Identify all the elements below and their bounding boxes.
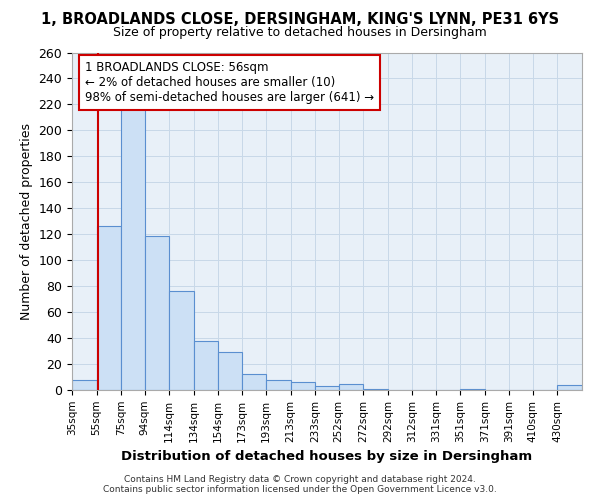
Bar bbox=[557, 385, 582, 390]
Bar bbox=[121, 107, 145, 390]
Text: 1, BROADLANDS CLOSE, DERSINGHAM, KING'S LYNN, PE31 6YS: 1, BROADLANDS CLOSE, DERSINGHAM, KING'S … bbox=[41, 12, 559, 28]
Bar bbox=[72, 380, 97, 390]
Bar bbox=[194, 340, 218, 390]
Text: Contains HM Land Registry data © Crown copyright and database right 2024.
Contai: Contains HM Land Registry data © Crown c… bbox=[103, 474, 497, 494]
Y-axis label: Number of detached properties: Number of detached properties bbox=[20, 122, 33, 320]
Bar bbox=[169, 292, 194, 390]
Bar bbox=[460, 388, 485, 390]
Bar bbox=[145, 236, 169, 390]
Bar bbox=[97, 226, 121, 390]
Text: 1 BROADLANDS CLOSE: 56sqm
← 2% of detached houses are smaller (10)
98% of semi-d: 1 BROADLANDS CLOSE: 56sqm ← 2% of detach… bbox=[85, 61, 374, 104]
Text: Size of property relative to detached houses in Dersingham: Size of property relative to detached ho… bbox=[113, 26, 487, 39]
Bar bbox=[266, 380, 291, 390]
Bar bbox=[218, 352, 242, 390]
Bar bbox=[363, 388, 388, 390]
X-axis label: Distribution of detached houses by size in Dersingham: Distribution of detached houses by size … bbox=[121, 450, 533, 463]
Bar bbox=[291, 382, 316, 390]
Bar bbox=[316, 386, 338, 390]
Bar bbox=[338, 384, 363, 390]
Bar bbox=[242, 374, 266, 390]
